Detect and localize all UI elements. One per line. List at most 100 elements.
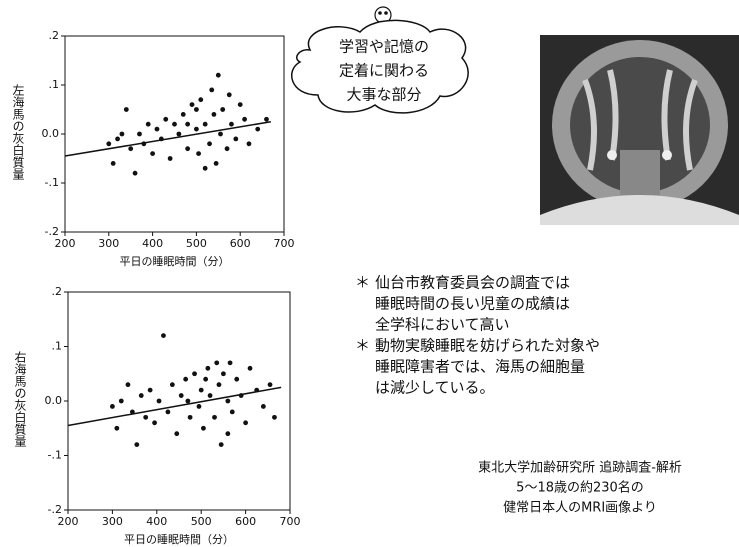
x-tick-label: 200	[58, 515, 79, 528]
scatter-point	[120, 132, 125, 137]
x-tick-label: 400	[142, 237, 163, 250]
scatter-point	[207, 141, 212, 146]
scatter-point	[124, 107, 129, 112]
scatter-point	[176, 132, 181, 137]
scatter-point	[209, 88, 214, 93]
scatter-point	[220, 107, 225, 112]
scatter-point	[229, 122, 234, 127]
scatter-point	[185, 122, 190, 127]
y-tick-label: -.1	[48, 449, 62, 462]
scatter-point	[216, 73, 221, 78]
scatter-point	[208, 393, 213, 398]
x-tick-label: 600	[235, 515, 256, 528]
scatter-point	[170, 382, 175, 387]
scatter-point	[196, 151, 201, 156]
scatter-point	[185, 399, 190, 404]
scatter-point	[234, 377, 239, 382]
scatter-point	[111, 161, 116, 166]
scatter-point	[225, 146, 230, 151]
scatter-point	[225, 399, 230, 404]
scatter-point	[247, 141, 252, 146]
scatter-point	[143, 415, 148, 420]
scatter-point	[190, 102, 195, 107]
note-line: 睡眠時間の長い児童の成績は	[375, 295, 570, 313]
scatter-point	[198, 97, 203, 102]
scatter-point	[233, 137, 238, 142]
scatter-point	[221, 371, 226, 376]
scatter-point	[146, 122, 151, 127]
scatter-point	[179, 393, 184, 398]
scatter-point	[218, 132, 223, 137]
x-tick-label: 500	[186, 237, 207, 250]
note-marker: ＊	[355, 337, 370, 355]
scatter-point	[183, 377, 188, 382]
y-tick-label: .1	[49, 78, 60, 91]
x-axis-label: 平日の睡眠時間（分）	[120, 255, 230, 268]
scatter-point	[106, 141, 111, 146]
scatter-point	[230, 410, 235, 415]
scatter-point	[214, 161, 219, 166]
x-tick-label: 300	[102, 515, 123, 528]
source-line: 東北大学加齢研究所 追跡調査-解析	[478, 460, 682, 476]
scatter-point	[148, 388, 153, 393]
scatter-point	[168, 156, 173, 161]
scatter-point	[212, 415, 217, 420]
scatter-point	[157, 399, 162, 404]
x-axis-label: 平日の睡眠時間（分）	[124, 533, 234, 546]
scatter-point	[205, 366, 210, 371]
scatter-point	[212, 112, 217, 117]
scatter-point	[133, 171, 138, 176]
scatter-point	[119, 399, 124, 404]
scatter-point	[201, 426, 206, 431]
bubble-text: 学習や記憶の	[339, 38, 429, 56]
scatter-point	[272, 415, 277, 420]
bubble-text: 大事な部分	[346, 86, 421, 104]
scatter-point	[264, 117, 269, 122]
note-line: は減少している。	[375, 379, 495, 397]
scatter-point	[197, 404, 202, 409]
x-tick-label: 500	[191, 515, 212, 528]
scatter-point	[150, 151, 155, 156]
scatter-point	[185, 146, 190, 151]
bubble-text: 定着に関わる	[339, 62, 429, 80]
scatter-point	[188, 415, 193, 420]
note-marker: ＊	[355, 274, 370, 292]
scatter-point	[217, 382, 222, 387]
x-tick-label: 200	[55, 237, 76, 250]
slide: .2.10.0-.1-.2200300400500600700平日の睡眠時間（分…	[0, 0, 739, 547]
scatter-point	[194, 107, 199, 112]
scatter-point	[255, 127, 260, 132]
scatter-point	[203, 122, 208, 127]
scatter-point	[243, 420, 248, 425]
scatter-point	[203, 166, 208, 171]
scatter-point	[174, 431, 179, 436]
scatter-point	[225, 431, 230, 436]
scatter-point	[228, 360, 233, 365]
y-axis-label: 左海馬の灰白質量	[11, 83, 25, 180]
x-tick-label: 700	[280, 515, 301, 528]
scatter-point	[115, 137, 120, 142]
y-tick-label: .2	[52, 285, 63, 298]
scatter-point	[242, 117, 247, 122]
x-tick-label: 300	[98, 237, 119, 250]
scatter-point	[172, 122, 177, 127]
scatter-point	[261, 404, 266, 409]
scatter-point	[227, 92, 232, 97]
scatter-point	[126, 382, 131, 387]
scatter-point	[152, 420, 157, 425]
x-tick-label: 700	[274, 237, 295, 250]
y-tick-label: -.1	[45, 176, 59, 189]
scatter-point	[238, 102, 243, 107]
y-tick-label: .2	[49, 29, 60, 42]
y-axis-label: 右海馬の灰白質量	[13, 350, 27, 447]
scatter-point	[139, 393, 144, 398]
scatter-point	[199, 388, 204, 393]
scatter-point	[203, 377, 208, 382]
scatter-point	[219, 442, 224, 447]
scatter-point	[214, 360, 219, 365]
source-line: 5～18歳の約230名の	[516, 480, 644, 496]
scatter-point	[134, 442, 139, 447]
note-line: 睡眠障害者では、海馬の細胞量	[375, 358, 585, 376]
scatter-point	[128, 146, 133, 151]
x-tick-label: 400	[146, 515, 167, 528]
